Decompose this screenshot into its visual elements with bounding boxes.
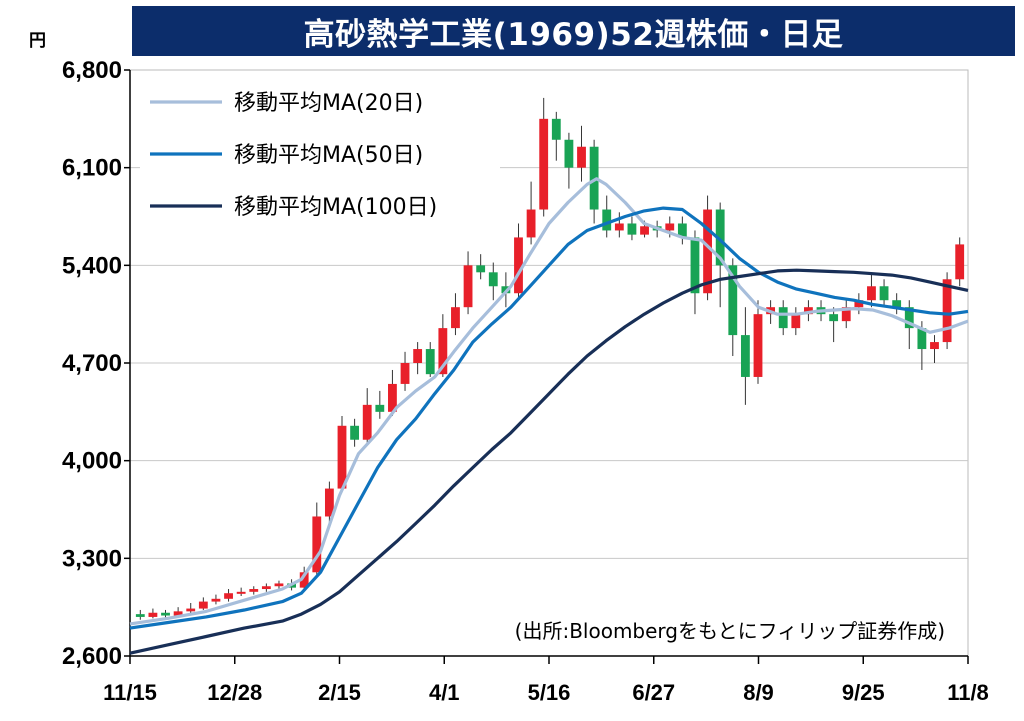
candle-body <box>425 349 435 375</box>
candle-body <box>362 404 372 440</box>
x-axis: 11/15 12/28 2/15 4/1 5/16 6/27 8/9 9/25 11/8 <box>103 655 989 705</box>
candle-body <box>640 226 649 235</box>
series-line <box>129 268 969 655</box>
candle-body <box>161 612 170 616</box>
x-tick-label: 8/9 <box>743 680 774 705</box>
candle-body <box>375 404 385 412</box>
candle-body <box>514 237 523 294</box>
candle-body <box>249 589 259 592</box>
candle-body <box>476 265 486 273</box>
candle-body <box>400 363 410 384</box>
candle-body <box>917 328 927 350</box>
candle-body <box>438 328 448 375</box>
candle-body <box>236 591 246 594</box>
candle-body <box>577 146 586 168</box>
candle-body <box>539 118 549 210</box>
candle-body <box>589 146 599 210</box>
candle-body <box>299 572 309 588</box>
candle-body <box>337 425 347 489</box>
chart-title: 高砂熱学工業(1969)52週株価・日足 <box>132 6 1015 56</box>
legend: 移動平均MA(20日) 移動平均MA(50日) 移動平均MA(100日) <box>140 80 500 230</box>
candle-body <box>564 139 574 168</box>
candle-body <box>350 425 360 440</box>
candle-body <box>324 488 334 517</box>
y-tick-label: 6,800 <box>62 57 122 84</box>
legend-label: 移動平均MA(100日) <box>234 195 437 220</box>
x-tick-label: 5/16 <box>528 680 571 705</box>
candle-body <box>451 307 460 329</box>
y-tick-label: 5,400 <box>62 252 122 279</box>
candle-body <box>715 209 725 266</box>
y-axis: 6,800 6,100 5,400 4,700 4,000 3,300 2,600 <box>62 57 131 670</box>
candle-body <box>198 601 208 609</box>
candle-body <box>879 286 889 301</box>
candle-body <box>930 342 939 350</box>
candle-body <box>904 307 914 329</box>
source-note: (出所:Bloombergをもとにフィリップ証券作成) <box>515 619 945 643</box>
candle-body <box>892 300 902 308</box>
candle-body <box>854 300 864 308</box>
candle-body <box>690 237 700 294</box>
y-tick-label: 3,300 <box>62 545 122 572</box>
legend-label: 移動平均MA(20日) <box>234 91 423 116</box>
x-tick-label: 11/15 <box>103 680 157 705</box>
candle-body <box>703 209 712 294</box>
y-axis-unit: 円 <box>29 31 46 51</box>
candle-body <box>261 586 271 590</box>
candle-body <box>224 593 233 599</box>
candle-body <box>955 244 965 280</box>
candle-body <box>388 383 397 412</box>
moving-average-lines <box>129 177 969 655</box>
x-tick-label: 11/8 <box>947 680 989 705</box>
y-tick-label: 2,600 <box>62 643 122 670</box>
candle-body <box>413 349 423 363</box>
candle-body <box>665 223 675 231</box>
candle-body <box>841 307 851 322</box>
y-tick-label: 4,000 <box>62 448 122 475</box>
candle-body <box>211 598 221 602</box>
candle-body <box>753 314 763 377</box>
candle-body <box>488 272 498 287</box>
y-tick-label: 4,700 <box>62 350 122 377</box>
candle-body <box>791 314 801 329</box>
candle-body <box>740 335 750 377</box>
legend-label: 移動平均MA(50日) <box>234 143 423 168</box>
candle-body <box>173 611 183 616</box>
candle-body <box>148 612 158 617</box>
candle-body <box>614 223 624 231</box>
candle-body <box>135 614 145 617</box>
series-line <box>129 206 969 630</box>
candle-body <box>677 223 687 238</box>
series-line <box>129 177 969 626</box>
candle-body <box>274 583 284 587</box>
x-tick-label: 6/27 <box>632 680 675 705</box>
candle-body <box>463 265 473 308</box>
candle-body <box>942 279 952 343</box>
candle-body <box>829 314 839 322</box>
candle-body <box>551 118 561 140</box>
candle-body <box>526 209 536 238</box>
candle-body <box>867 286 876 301</box>
candle-body <box>778 307 788 329</box>
candle-body <box>728 265 738 336</box>
candle-body <box>627 223 637 235</box>
candle-body <box>312 516 322 573</box>
x-tick-label: 2/15 <box>318 680 361 705</box>
y-tick-label: 6,100 <box>62 155 122 182</box>
x-tick-label: 9/25 <box>842 680 885 705</box>
candle-body <box>602 209 612 231</box>
x-tick-label: 12/28 <box>207 680 262 705</box>
candle-body <box>804 307 813 315</box>
candle-body <box>186 608 196 612</box>
x-tick-label: 4/1 <box>429 680 460 705</box>
